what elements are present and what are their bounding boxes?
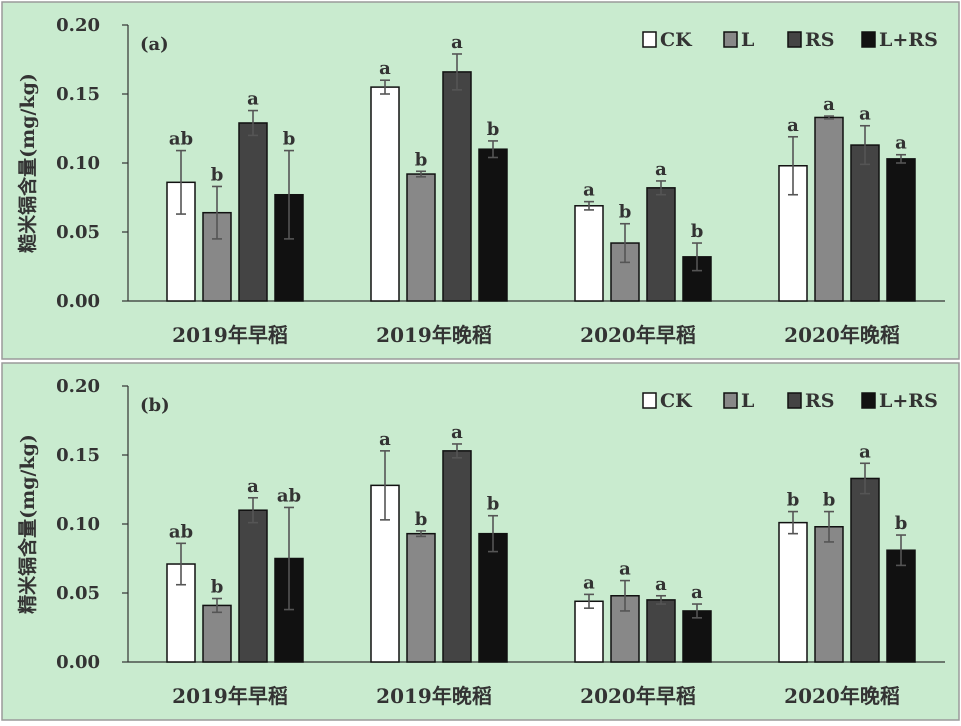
significance-letter: a bbox=[787, 115, 799, 136]
significance-letter: b bbox=[691, 221, 704, 242]
y-axis-label: 精米镉含量(mg/kg) bbox=[16, 434, 39, 614]
legend-label: L bbox=[741, 29, 754, 51]
significance-letter: ab bbox=[169, 521, 193, 542]
bar-rs bbox=[442, 71, 472, 302]
panel-label: (b) bbox=[140, 395, 170, 416]
bar-ck bbox=[370, 86, 400, 302]
legend-swatch bbox=[861, 31, 876, 48]
y-tick-label: 0.05 bbox=[56, 222, 100, 243]
bar-rs bbox=[646, 187, 676, 302]
legend-swatch bbox=[723, 392, 738, 409]
x-tick-label: 2020年早稻 bbox=[580, 684, 696, 708]
bar-ck bbox=[574, 600, 604, 663]
bar-l-rs bbox=[886, 549, 916, 663]
significance-letter: a bbox=[247, 89, 259, 110]
bar-ck bbox=[778, 521, 808, 663]
significance-letter: a bbox=[859, 104, 871, 125]
x-tick-label: 2019年晚稻 bbox=[376, 684, 492, 708]
y-tick-label: 0.10 bbox=[56, 514, 100, 535]
bar-l bbox=[406, 532, 436, 663]
significance-letter: ab bbox=[277, 485, 301, 506]
legend-swatch bbox=[787, 31, 802, 48]
significance-letter: b bbox=[487, 119, 500, 140]
panel-label: (a) bbox=[140, 34, 169, 55]
significance-letter: a bbox=[859, 441, 871, 462]
y-tick-label: 0.10 bbox=[56, 153, 100, 174]
significance-letter: b bbox=[487, 494, 500, 515]
x-tick-label: 2019年早稻 bbox=[172, 684, 288, 708]
significance-letter: a bbox=[379, 429, 391, 450]
bar-rs bbox=[238, 509, 268, 663]
y-tick-label: 0.15 bbox=[56, 445, 100, 466]
significance-letter: a bbox=[655, 574, 667, 595]
bar-l-rs bbox=[682, 610, 712, 663]
x-tick-label: 2020年早稻 bbox=[580, 323, 696, 347]
significance-letter: b bbox=[895, 513, 908, 534]
significance-letter: a bbox=[895, 133, 907, 154]
bar-l bbox=[202, 604, 232, 663]
y-tick-label: 0.00 bbox=[56, 652, 100, 673]
significance-letter: ab bbox=[169, 129, 193, 150]
y-tick-label: 0.20 bbox=[56, 15, 100, 36]
legend-label: L+RS bbox=[879, 390, 938, 412]
significance-letter: a bbox=[691, 582, 703, 603]
significance-letter: a bbox=[619, 559, 631, 580]
legend-swatch bbox=[642, 392, 657, 409]
bar-ck bbox=[574, 205, 604, 302]
bar-rs bbox=[442, 450, 472, 663]
significance-letter: b bbox=[619, 202, 632, 223]
legend-swatch bbox=[861, 392, 876, 409]
legend-label: RS bbox=[805, 29, 835, 51]
significance-letter: a bbox=[247, 476, 259, 497]
significance-letter: b bbox=[415, 509, 428, 530]
legend-label: L bbox=[741, 390, 754, 412]
x-tick-label: 2019年晚稻 bbox=[376, 323, 492, 347]
bar-l-rs bbox=[478, 532, 508, 663]
x-tick-label: 2020年晚稻 bbox=[784, 323, 900, 347]
significance-letter: a bbox=[583, 572, 595, 593]
significance-letter: a bbox=[451, 32, 463, 53]
chart-svg: 0.00 0.05 0.10 0.15 0.20 精米镉含量(mg/kg) (b) 2019年… bbox=[1, 362, 960, 721]
bar-rs bbox=[646, 599, 676, 663]
bar-rs bbox=[238, 122, 268, 302]
y-tick-label: 0.05 bbox=[56, 583, 100, 604]
bar-l bbox=[814, 116, 844, 302]
bar-l bbox=[202, 211, 232, 302]
significance-letter: a bbox=[583, 180, 595, 201]
bar-l bbox=[814, 526, 844, 663]
significance-letter: b bbox=[787, 490, 800, 511]
significance-letter: b bbox=[211, 164, 224, 185]
bar-rs bbox=[850, 477, 880, 663]
legend-swatch bbox=[723, 31, 738, 48]
x-tick-label: 2020年晚稻 bbox=[784, 684, 900, 708]
legend-swatch bbox=[642, 31, 657, 48]
significance-letter: a bbox=[451, 422, 463, 443]
chart-svg: 0.00 0.05 0.10 0.15 0.20 糙米镉含量(mg/kg) (a) 2019年… bbox=[1, 1, 960, 360]
chart-panel-a: 0.00 0.05 0.10 0.15 0.20 糙米镉含量(mg/kg) (a) 2019年… bbox=[0, 0, 961, 361]
y-axis-label: 糙米镉含量(mg/kg) bbox=[16, 73, 39, 253]
bar-l bbox=[406, 173, 436, 302]
legend-label: CK bbox=[660, 390, 693, 412]
legend-swatch bbox=[787, 392, 802, 409]
bar-rs bbox=[850, 144, 880, 302]
significance-letter: b bbox=[823, 490, 836, 511]
significance-letter: a bbox=[655, 159, 667, 180]
legend-label: CK bbox=[660, 29, 693, 51]
significance-letter: a bbox=[823, 94, 835, 115]
legend-label: RS bbox=[805, 390, 835, 412]
legend-label: L+RS bbox=[879, 29, 938, 51]
significance-letter: a bbox=[379, 58, 391, 79]
y-tick-label: 0.15 bbox=[56, 84, 100, 105]
x-tick-label: 2019年早稻 bbox=[172, 323, 288, 347]
bar-l-rs bbox=[886, 158, 916, 302]
significance-letter: b bbox=[415, 149, 428, 170]
significance-letter: b bbox=[211, 577, 224, 598]
y-tick-label: 0.00 bbox=[56, 291, 100, 312]
y-tick-label: 0.20 bbox=[56, 376, 100, 397]
significance-letter: b bbox=[283, 129, 296, 150]
chart-panel-b: 0.00 0.05 0.10 0.15 0.20 精米镉含量(mg/kg) (b) 2019年… bbox=[0, 361, 961, 722]
bar-l-rs bbox=[478, 148, 508, 302]
